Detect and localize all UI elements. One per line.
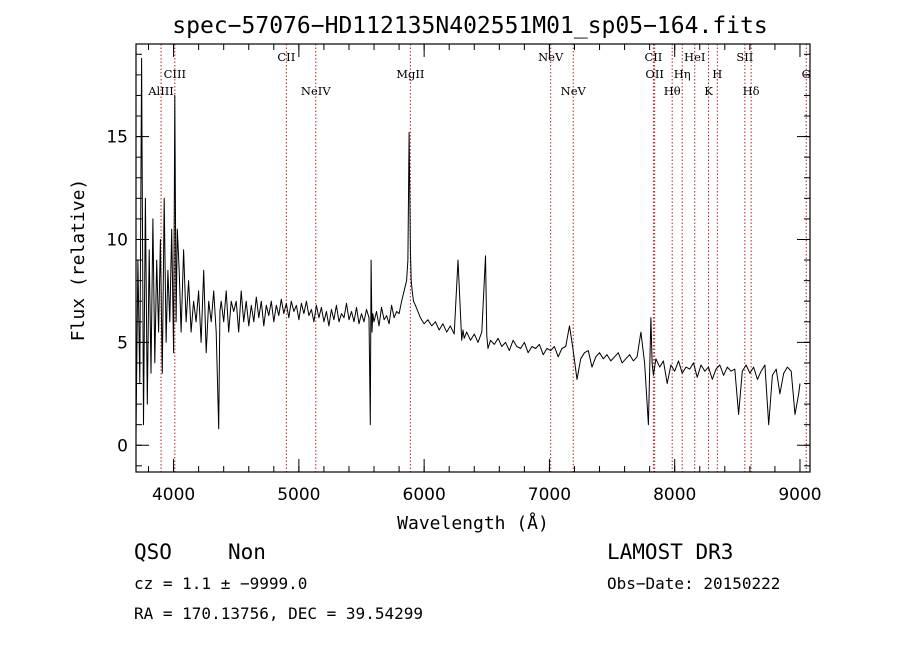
line-label-4: MgII (396, 67, 424, 81)
y-tick-label: 15 (106, 128, 128, 148)
object-subclass: Non (228, 540, 266, 564)
x-tick-label: 7000 (528, 485, 571, 505)
line-label-13: H (712, 67, 722, 81)
y-tick-label: 5 (117, 333, 128, 353)
axis-tick-labels: 4000 5000 6000 7000 8000 9000 0 5 10 15 (106, 128, 821, 505)
axis-ticks (136, 44, 810, 472)
line-label-15: Hδ (743, 84, 760, 98)
emission-line-markers (160, 44, 807, 472)
coordinates: RA = 170.13756, DEC = 39.54299 (134, 604, 423, 623)
x-axis-label: Wavelength (Å) (397, 512, 549, 534)
spectrum-line (135, 57, 801, 436)
x-tick-label: 6000 (403, 485, 446, 505)
line-label-1: CIII (164, 67, 186, 81)
chart-title: spec−57076−HD112135N402551M01_sp05−164.f… (172, 13, 767, 39)
object-class: QSO (134, 540, 172, 564)
line-label-3: NeIV (301, 84, 331, 98)
observation-date: Obs−Date: 20150222 (607, 574, 780, 593)
line-label-2: CII (277, 50, 295, 64)
data-release: LAMOST DR3 (607, 540, 733, 564)
x-tick-label: 5000 (277, 485, 320, 505)
line-label-12: K (704, 84, 713, 98)
line-label-0: AlIII (147, 84, 174, 98)
x-tick-label: 4000 (152, 485, 195, 505)
line-label-7: CII (644, 50, 662, 64)
line-label-5: NeV (538, 50, 564, 64)
x-tick-label: 8000 (653, 485, 696, 505)
line-label-11: HeI (684, 50, 705, 64)
line-label-6: NeV (561, 84, 587, 98)
y-tick-label: 10 (106, 230, 128, 250)
y-tick-label: 0 (117, 436, 128, 456)
line-label-16: G (802, 67, 811, 81)
y-axis-label: Flux (relative) (68, 179, 89, 342)
line-label-9: Hθ (664, 84, 681, 98)
line-label-10: Hη (674, 67, 691, 81)
plot-frame (135, 43, 811, 473)
line-label-14: SII (736, 50, 753, 64)
redshift-line: cz = 1.1 ± −9999.0 (134, 574, 307, 593)
line-label-8: OII (645, 67, 664, 81)
x-tick-label: 9000 (778, 485, 821, 505)
